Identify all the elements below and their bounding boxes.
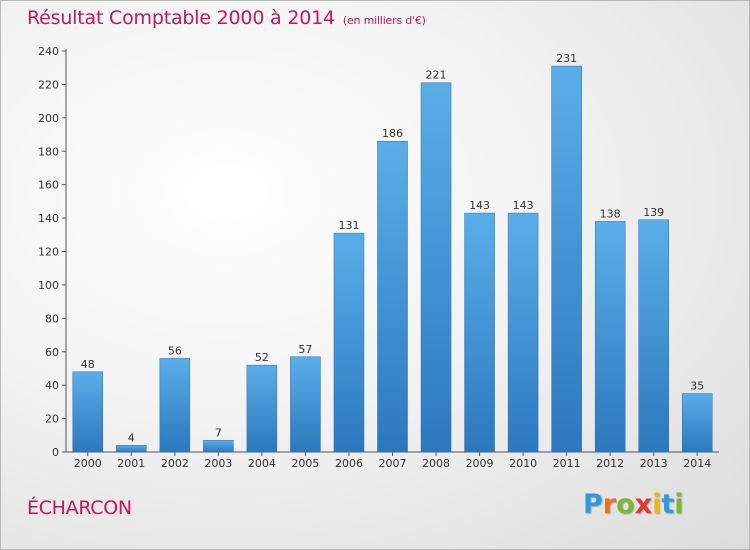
y-tick-label: 200 — [38, 112, 59, 125]
x-tick-label: 2006 — [335, 457, 363, 470]
logo-letter: i — [652, 489, 662, 520]
y-tick-label: 80 — [45, 312, 59, 325]
town-name: ÉCHARCON — [27, 497, 132, 519]
x-tick-label: 2011 — [553, 457, 581, 470]
bar-2006 — [333, 232, 365, 453]
chart-title: Résultat Comptable 2000 à 2014 (en millie… — [27, 7, 426, 29]
bar-value-label: 4 — [128, 431, 135, 444]
bar-2001 — [116, 445, 147, 453]
x-tick-label: 2014 — [683, 457, 711, 470]
bar-value-label: 143 — [513, 199, 534, 212]
bar-2007 — [377, 140, 408, 453]
chart-bars: 48 4 56 7 52 57 131 186 221 143 143 231 138 139 35 — [72, 52, 713, 453]
x-tick-label: 2004 — [248, 457, 276, 470]
bar-2003 — [203, 440, 234, 453]
bar-2009 — [464, 212, 495, 453]
chart-subtitle: (en milliers d'€) — [342, 14, 426, 27]
bar-value-label: 7 — [215, 426, 222, 439]
y-tick-label: 140 — [38, 212, 59, 225]
bar-value-label: 186 — [382, 127, 403, 140]
x-tick-label: 2013 — [640, 457, 668, 470]
bar-value-label: 231 — [556, 52, 577, 65]
x-tick-label: 2002 — [161, 457, 189, 470]
y-tick-label: 240 — [38, 45, 59, 58]
bar-2014 — [681, 393, 713, 453]
bar-value-label: 221 — [426, 69, 447, 82]
bar-2005 — [290, 356, 321, 453]
x-tick-label: 2010 — [509, 457, 537, 470]
bar-value-label: 131 — [338, 219, 359, 232]
proxiti-logo: Proxiti — [583, 489, 684, 520]
bar-2000 — [72, 371, 104, 453]
x-tick-label: 2001 — [117, 457, 145, 470]
x-tick-label: 2009 — [466, 457, 494, 470]
bar-value-label: 52 — [255, 351, 269, 364]
bar-2004 — [246, 364, 278, 453]
y-tick-label: 180 — [38, 145, 59, 158]
y-tick-label: 40 — [45, 379, 59, 392]
y-tick-label: 60 — [45, 346, 59, 359]
logo-letter: i — [674, 489, 684, 520]
bar-2010 — [507, 212, 539, 453]
y-tick-label: 100 — [38, 279, 59, 292]
x-tick-label: 2003 — [204, 457, 232, 470]
bar-2013 — [638, 219, 669, 453]
bar-value-label: 35 — [690, 380, 704, 393]
x-tick-label: 2008 — [422, 457, 450, 470]
bar-value-label: 139 — [643, 206, 664, 219]
logo-letter: P — [583, 489, 603, 520]
bar-2002 — [159, 358, 191, 453]
bar-2011 — [551, 65, 582, 453]
y-tick-label: 120 — [38, 246, 59, 259]
bar-2012 — [594, 221, 626, 453]
y-tick-label: 20 — [45, 413, 59, 426]
x-tick-label: 2007 — [379, 457, 407, 470]
y-tick-label: 220 — [38, 78, 59, 91]
bar-value-label: 56 — [168, 344, 182, 357]
logo-letter: r — [602, 489, 617, 520]
y-tick-label: 160 — [38, 179, 59, 192]
x-tick-label: 2005 — [291, 457, 319, 470]
logo-letter: o — [616, 489, 635, 520]
x-tick-label: 2012 — [596, 457, 624, 470]
bar-2008 — [420, 82, 452, 453]
chart-title-text: Résultat Comptable 2000 à 2014 — [27, 7, 335, 29]
bar-value-label: 57 — [298, 343, 312, 356]
bar-value-label: 48 — [81, 358, 95, 371]
bar-value-label: 143 — [469, 199, 490, 212]
bar-value-label: 138 — [600, 207, 621, 220]
x-tick-label: 2000 — [74, 457, 102, 470]
y-tick-label: 0 — [52, 446, 59, 459]
logo-letter: t — [661, 489, 675, 520]
logo-letter: x — [634, 489, 653, 520]
